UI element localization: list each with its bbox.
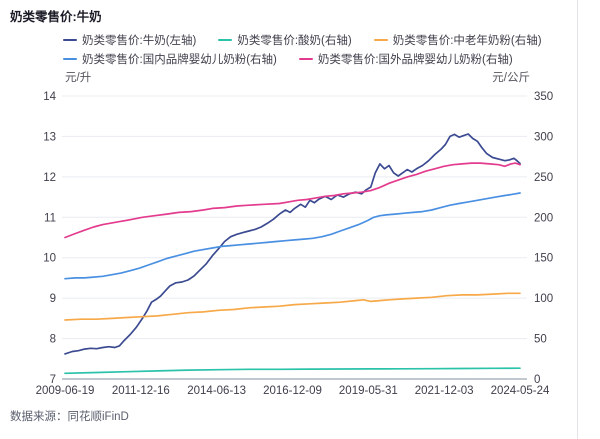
right-axis-tick-label: 100	[534, 293, 553, 305]
legend-label: 奶类零售价:中老年奶粉(右轴)	[392, 35, 542, 47]
left-axis-tick-label: 12	[43, 172, 56, 184]
right-axis-tick-label: 0	[534, 374, 540, 386]
left-axis-tick-label: 7	[50, 374, 56, 386]
right-axis-tick-label: 250	[534, 172, 553, 184]
right-axis-tick-label: 150	[534, 253, 553, 265]
left-axis-tick-label: 10	[43, 253, 56, 265]
x-axis-tick-label: 2016-12-09	[263, 385, 322, 397]
legend-label: 奶类零售价:牛奶(左轴)	[82, 35, 197, 47]
right-axis-tick-label: 300	[534, 131, 553, 143]
legend-label: 奶类零售价:酸奶(右轴)	[237, 35, 352, 47]
legend-item-3[interactable]: 奶类零售价:国内品牌婴幼儿奶粉(右轴)	[63, 51, 277, 67]
left-axis-tick-label: 8	[50, 334, 56, 346]
legend-row-2: 奶类零售价:国内品牌婴幼儿奶粉(右轴) 奶类零售价:国外品牌婴幼儿奶粉(右轴)	[63, 51, 513, 67]
legend-swatch-icon	[373, 38, 388, 42]
legend-label: 奶类零售价:国内品牌婴幼儿奶粉(右轴)	[82, 54, 277, 66]
legend-item-0[interactable]: 奶类零售价:牛奶(左轴)	[63, 32, 196, 48]
series-line-4	[64, 162, 521, 239]
series-line-1	[64, 367, 521, 375]
x-axis-tick-label: 2009-06-19	[36, 385, 95, 397]
legend-item-4[interactable]: 奶类零售价:国外品牌婴幼儿奶粉(右轴)	[298, 51, 513, 67]
panel-edge-divider	[577, 0, 578, 439]
left-axis-unit-label: 元/升	[65, 72, 92, 84]
left-axis-tick-label: 14	[43, 91, 56, 103]
data-source-label: 数据来源：同花顺iFinD	[10, 411, 129, 423]
legend-swatch-icon	[298, 57, 313, 61]
x-axis-tick-label: 2014-06-13	[187, 385, 246, 397]
series-line-3	[64, 192, 521, 280]
legend-swatch-icon	[63, 38, 77, 42]
left-axis-tick-label: 13	[43, 131, 56, 143]
legend-item-1[interactable]: 奶类零售价:酸奶(右轴)	[218, 32, 352, 48]
right-axis-tick-label: 200	[534, 212, 553, 224]
left-axis-tick-label: 11	[44, 212, 56, 224]
x-axis-tick-label: 2011-12-16	[112, 385, 170, 397]
legend-swatch-icon	[218, 38, 233, 42]
chart-title: 奶类零售价:牛奶	[10, 10, 102, 24]
x-axis-tick-label: 2019-05-31	[339, 385, 398, 397]
right-axis-tick-label: 50	[534, 334, 547, 346]
legend-label: 奶类零售价:国外品牌婴幼儿奶粉(右轴)	[317, 54, 513, 66]
legend-row-1: 奶类零售价:牛奶(左轴) 奶类零售价:酸奶(右轴) 奶类零售价:中老年奶粉(右轴)	[63, 32, 542, 48]
legend-item-2[interactable]: 奶类零售价:中老年奶粉(右轴)	[373, 32, 542, 48]
right-axis-unit-label: 元/公斤	[492, 72, 530, 84]
x-axis-tick-label: 2024-05-24	[491, 385, 550, 397]
legend-swatch-icon	[63, 57, 77, 61]
right-axis-tick-label: 350	[534, 91, 553, 103]
left-axis-tick-label: 9	[50, 293, 56, 305]
series-line-0	[64, 133, 521, 355]
x-axis-tick-label: 2021-12-03	[415, 385, 474, 397]
series-line-2	[64, 292, 521, 321]
